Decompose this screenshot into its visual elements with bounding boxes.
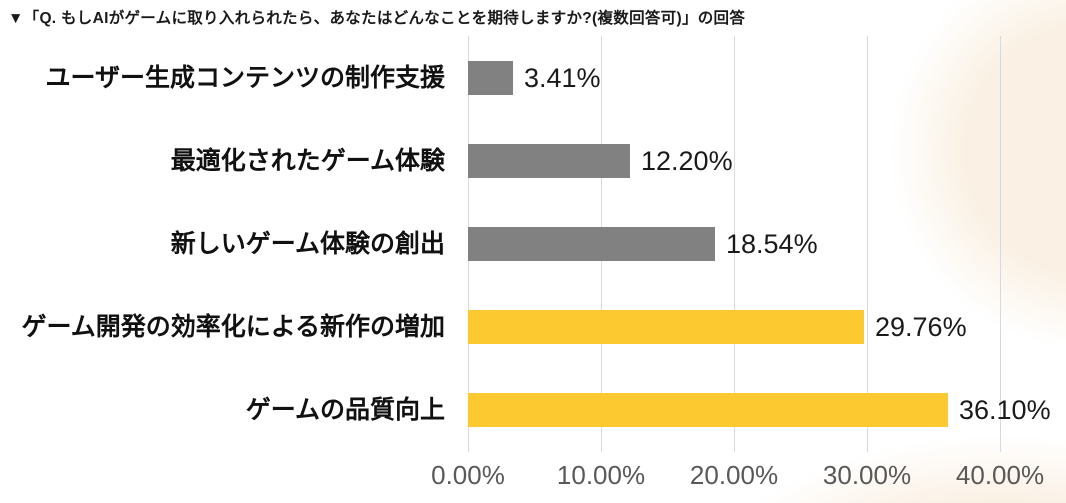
category-label: ゲームの品質向上	[245, 396, 445, 425]
bar	[468, 60, 513, 95]
category-label: 最適化されたゲーム体験	[170, 146, 445, 175]
gridline	[1000, 36, 1001, 452]
bar	[468, 310, 864, 345]
x-axis-tick-label: 10.00%	[556, 460, 646, 490]
x-axis-tick-label: 20.00%	[689, 460, 779, 490]
value-label: 3.41%	[524, 62, 601, 93]
category-label: ゲーム開発の効率化による新作の増加	[21, 313, 445, 342]
x-axis-tick-label: 30.00%	[822, 460, 912, 490]
gridline	[867, 36, 868, 452]
category-label: ユーザー生成コンテンツの制作支援	[45, 63, 445, 92]
x-axis-tick-label: 0.00%	[431, 460, 505, 490]
bar	[468, 393, 948, 428]
value-label: 36.10%	[959, 395, 1051, 426]
x-axis-tick-label: 40.00%	[955, 460, 1045, 490]
value-label: 12.20%	[641, 145, 733, 176]
bar	[468, 227, 715, 261]
value-label: 18.54%	[726, 229, 818, 259]
gridline	[734, 36, 735, 452]
value-label: 29.76%	[875, 312, 967, 343]
category-label: 新しいゲーム体験の創出	[170, 230, 445, 258]
background-watermark-top-right	[890, 0, 1066, 350]
bar	[468, 143, 630, 178]
chart-title: ▼「Q. もしAIがゲームに取り入れられたら、あなたはどんなことを期待しますか?…	[8, 10, 746, 27]
